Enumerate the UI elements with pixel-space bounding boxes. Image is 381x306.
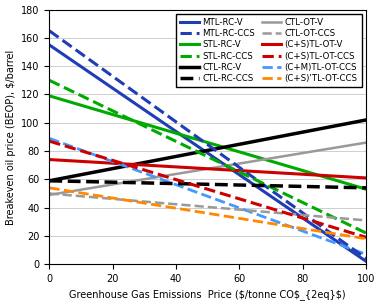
Y-axis label: Breakeven oil price (BEOP), $/barrel: Breakeven oil price (BEOP), $/barrel [6, 49, 16, 225]
X-axis label: Greenhouse Gas Emissions  Price ($/tonne CO$_{2eq}$): Greenhouse Gas Emissions Price ($/tonne … [69, 289, 346, 300]
Legend: MTL-RC-V, MTL-RC-CCS, STL-RC-V, STL-RC-CCS, CTL-RC-V, CTL-RC-CCS, CTL-OT-V, CTL-: MTL-RC-V, MTL-RC-CCS, STL-RC-V, STL-RC-C… [176, 14, 362, 87]
